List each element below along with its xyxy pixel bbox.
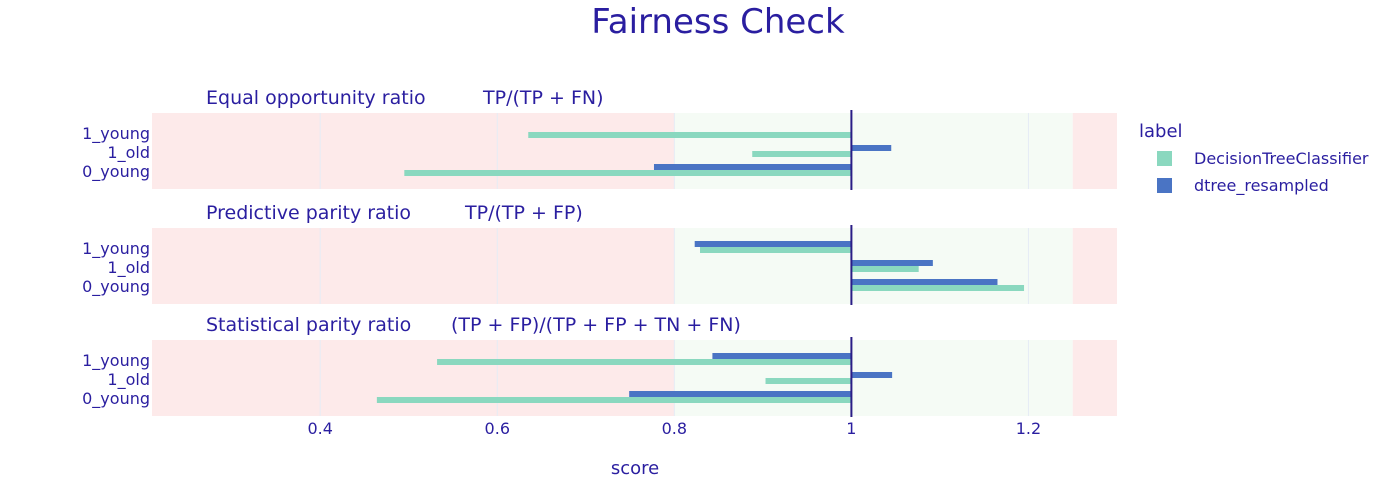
panel-formula: TP/(TP + FP): [464, 202, 583, 224]
category-label: 0_young: [82, 277, 150, 297]
chart-title: Fairness Check: [591, 2, 845, 42]
bar: [765, 378, 852, 384]
unfair-region-right: [1072, 228, 1117, 304]
panel: Equal opportunity ratio TP/(TP + FN) 1_you…: [82, 87, 1117, 190]
bar: [851, 145, 892, 151]
bar: [376, 397, 852, 403]
unfair-region-left: [152, 113, 675, 189]
panel-title: Equal opportunity ratio: [206, 87, 426, 109]
x-tick-label: 0.8: [662, 419, 687, 438]
bar: [700, 247, 852, 253]
bar: [712, 353, 852, 359]
category-label: 1_old: [107, 258, 150, 278]
panel: Statistical parity ratio (TP + FP)/(TP + …: [82, 314, 1117, 417]
unfair-region-right: [1072, 113, 1117, 189]
panel-formula: TP/(TP + FN): [482, 87, 604, 109]
category-label: 1_old: [107, 143, 150, 163]
x-axis: 0.4 0.6 0.8 1 1.2: [307, 419, 1041, 438]
panel-formula: (TP + FP)/(TP + FP + TN + FN): [451, 314, 741, 336]
x-tick-label: 1.2: [1016, 419, 1041, 438]
category-label: 0_young: [82, 389, 150, 409]
panel: Predictive parity ratio TP/(TP + FP) 1_you…: [82, 202, 1117, 305]
unfair-region-left: [152, 340, 675, 416]
bar: [851, 279, 998, 285]
bar: [752, 151, 852, 157]
bar: [851, 372, 893, 378]
bar: [528, 132, 852, 138]
chart-panels: Equal opportunity ratio TP/(TP + FN) 1_you…: [82, 87, 1117, 417]
panel-title: Predictive parity ratio: [206, 202, 411, 224]
category-label: 0_young: [82, 162, 150, 182]
x-tick-label: 1: [846, 419, 856, 438]
legend-swatch: [1157, 178, 1172, 193]
bar: [851, 260, 933, 266]
bar: [437, 359, 852, 365]
unfair-region-right: [1072, 340, 1117, 416]
legend-swatch: [1157, 151, 1172, 166]
bar: [629, 391, 852, 397]
legend-entry: dtree_resampled: [1194, 176, 1329, 196]
x-axis-label: score: [611, 458, 659, 479]
bar: [653, 164, 852, 170]
category-label: 1_old: [107, 370, 150, 390]
category-label: 1_young: [82, 239, 150, 259]
bar: [694, 241, 852, 247]
bar: [851, 285, 1025, 291]
legend-entry: DecisionTreeClassifier: [1194, 149, 1369, 168]
legend[interactable]: label DecisionTreeClassifier dtree_resampl…: [1139, 121, 1369, 196]
x-tick-label: 0.6: [485, 419, 510, 438]
bar: [851, 266, 919, 272]
x-tick-label: 0.4: [307, 419, 332, 438]
category-label: 1_young: [82, 351, 150, 371]
unfair-region-left: [152, 228, 675, 304]
bar: [404, 170, 852, 176]
panel-title: Statistical parity ratio: [206, 314, 411, 336]
category-label: 1_young: [82, 124, 150, 144]
legend-title: label: [1139, 121, 1183, 142]
